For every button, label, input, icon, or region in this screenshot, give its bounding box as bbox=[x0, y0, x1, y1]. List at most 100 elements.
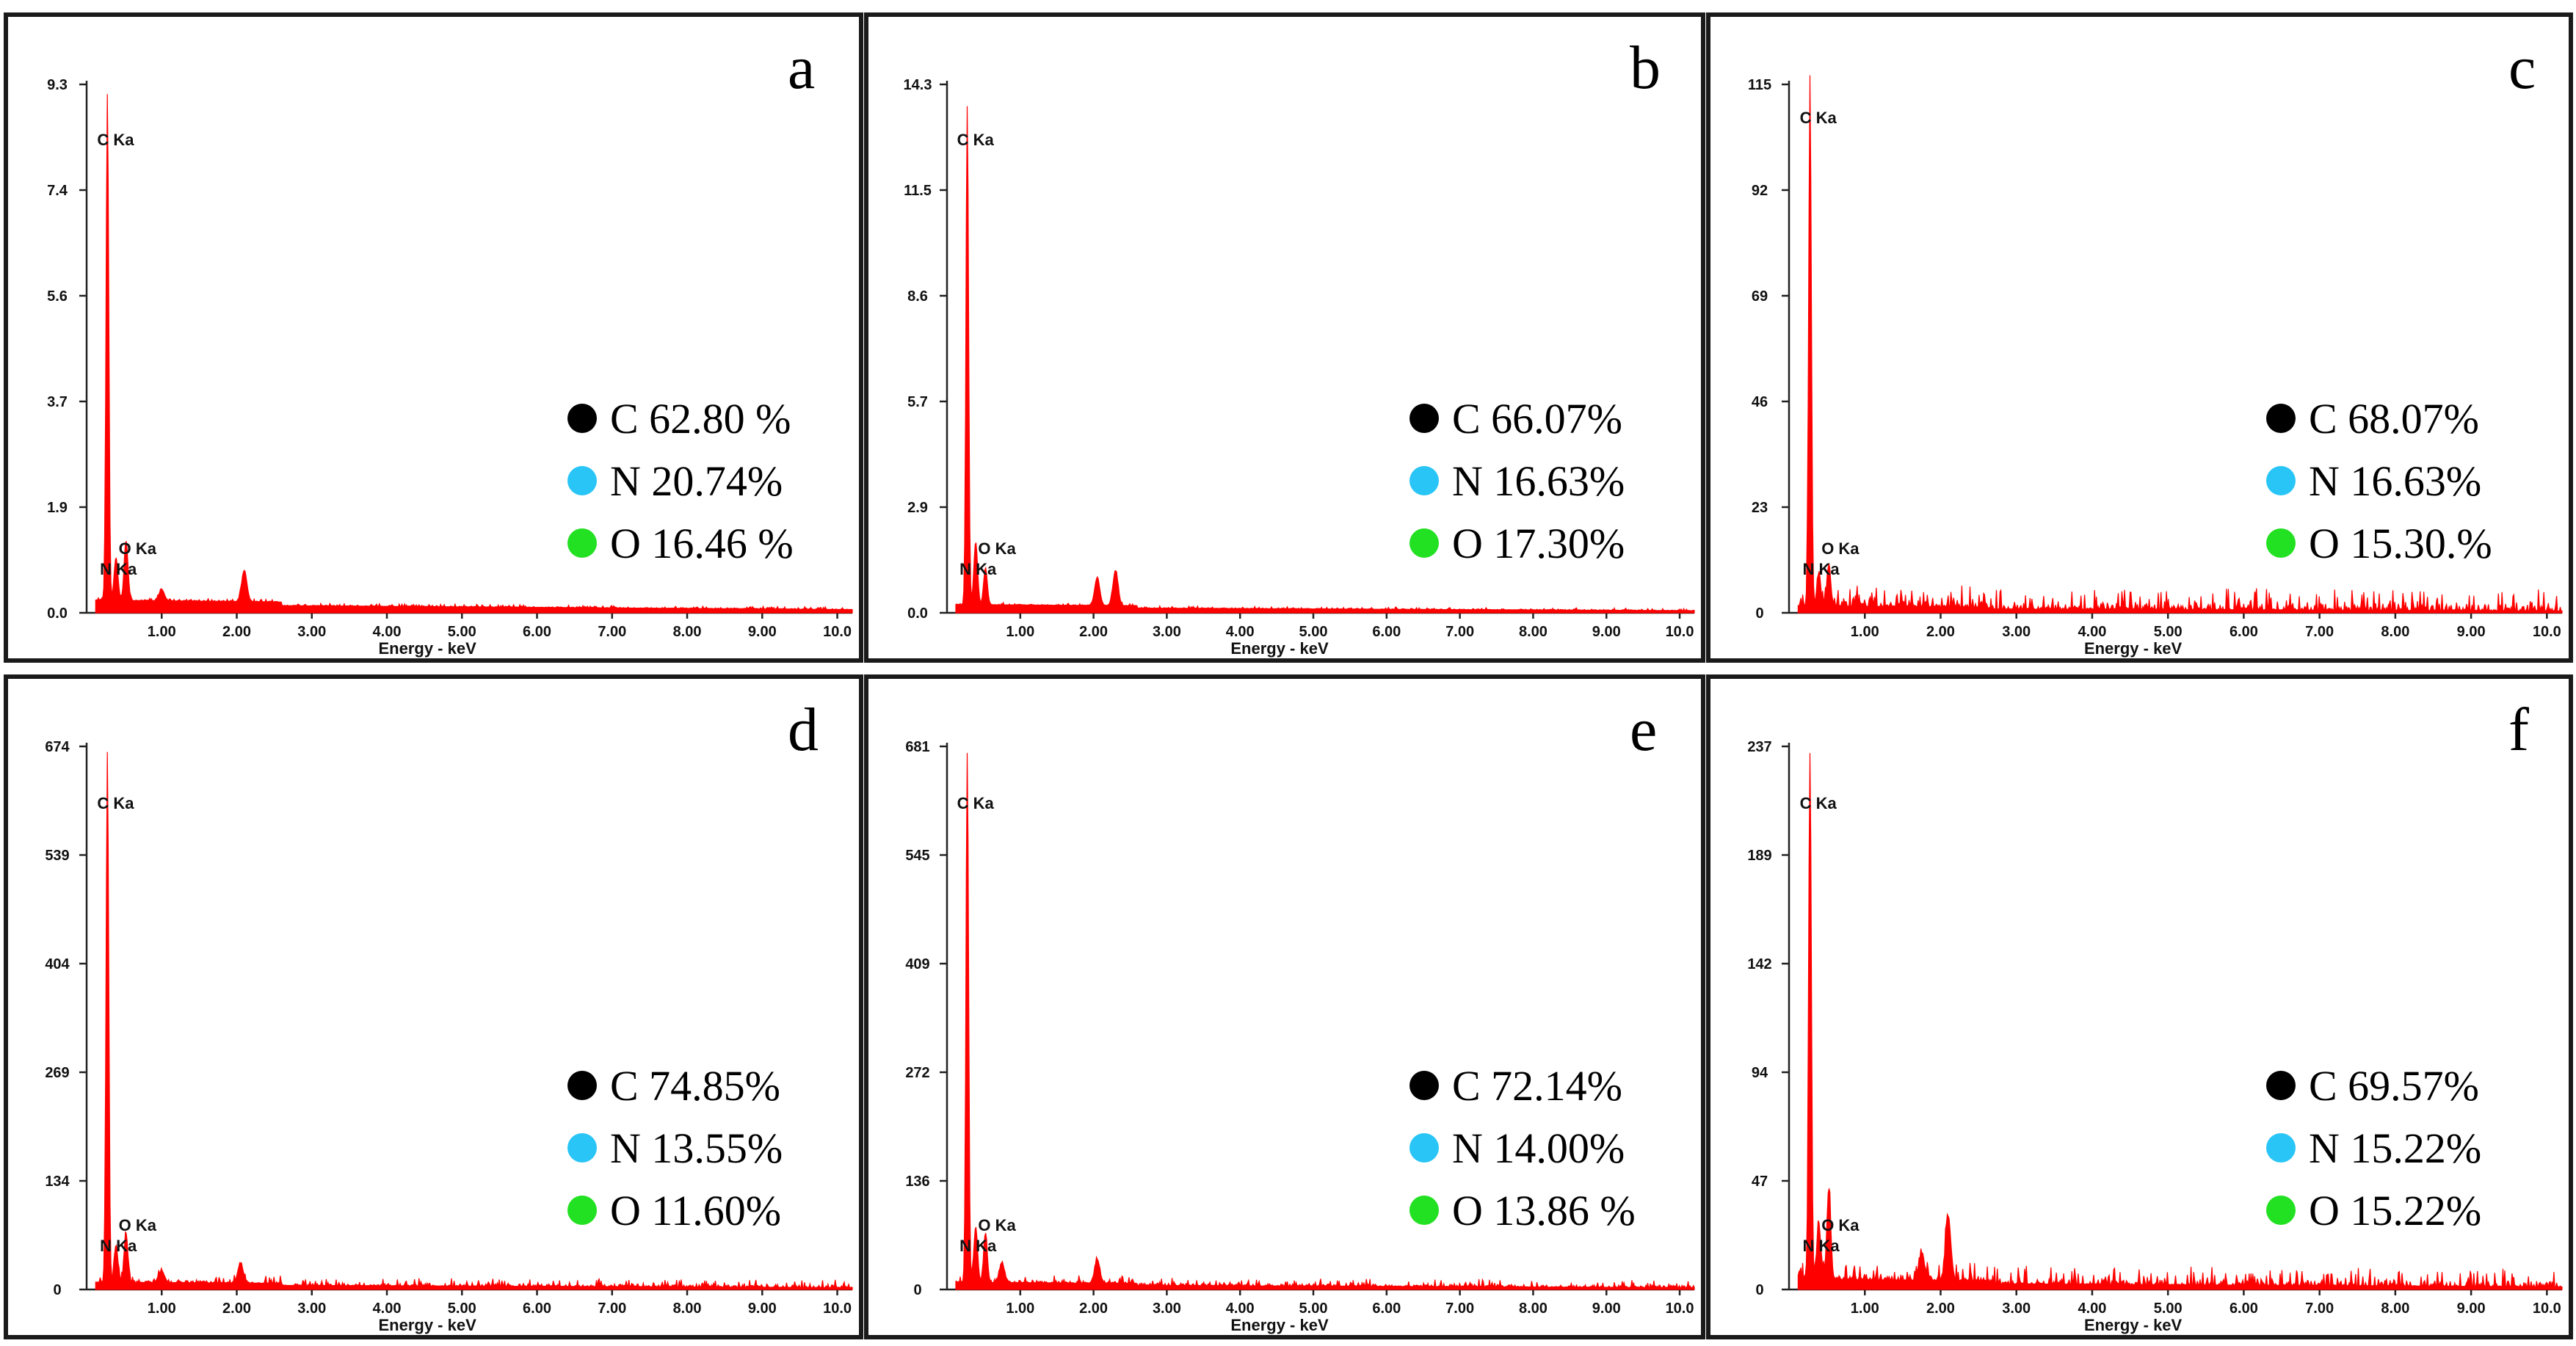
x-tick-label: 6.00 bbox=[523, 624, 551, 640]
x-tick-label: 9.00 bbox=[748, 624, 777, 640]
y-tick-label: 1.9 bbox=[47, 500, 68, 516]
legend-marker-n bbox=[567, 1133, 597, 1163]
x-tick-label: 10.0 bbox=[2533, 624, 2561, 640]
x-tick-label: 10.0 bbox=[1666, 624, 1694, 640]
x-tick-label: 2.00 bbox=[222, 1300, 251, 1317]
legend-marker-n bbox=[567, 466, 597, 495]
panel-frame bbox=[864, 674, 1705, 1339]
x-tick-label: 7.00 bbox=[598, 1300, 626, 1317]
panel-e: 0 136 272 409 545 681 1.00 2.00 3.00 4.00 5.00 6.00… bbox=[864, 674, 1705, 1339]
x-tick-label: 4.00 bbox=[1226, 1300, 1255, 1317]
y-tick-label: 3.7 bbox=[47, 394, 68, 410]
peak-label-n-ka: N Ka bbox=[959, 560, 997, 578]
legend-marker-n bbox=[1409, 1133, 1439, 1163]
y-tick-label: 9.3 bbox=[47, 77, 68, 93]
panel-frame bbox=[1706, 674, 2573, 1339]
peak-label-o-ka: O Ka bbox=[1821, 539, 1860, 558]
x-tick-label: 8.00 bbox=[2381, 624, 2409, 640]
x-axis-label: Energy - keV bbox=[2084, 1316, 2183, 1334]
x-axis-label: Energy - keV bbox=[1230, 639, 1329, 658]
y-tick-label: 11.5 bbox=[904, 183, 932, 199]
x-tick-label: 7.00 bbox=[1445, 624, 1474, 640]
legend-label-n: N 13.55% bbox=[610, 1124, 783, 1172]
x-axis-label: Energy - keV bbox=[378, 1316, 476, 1334]
x-tick-label: 2.00 bbox=[222, 624, 251, 640]
x-tick-label: 10.0 bbox=[2533, 1300, 2561, 1317]
x-tick-label: 5.00 bbox=[2154, 624, 2183, 640]
x-tick-label: 1.00 bbox=[148, 1300, 176, 1317]
legend-label-c: C 69.57% bbox=[2309, 1062, 2479, 1110]
y-tick-label: 0 bbox=[913, 1282, 921, 1298]
panel-a: 0.0 1.9 3.7 5.6 7.4 9.3 1.00 2.00 3.00 4.00 5.00 6.… bbox=[4, 12, 863, 663]
panel-letter: c bbox=[2508, 34, 2536, 102]
peak-label-n-ka: N Ka bbox=[100, 560, 137, 578]
peak-label-n-ka: N Ka bbox=[1802, 1237, 1840, 1255]
panel-d: 0 134 269 404 539 674 1.00 2.00 3.00 4.00 5.00 6.00… bbox=[4, 674, 863, 1339]
x-tick-label: 5.00 bbox=[448, 624, 476, 640]
y-tick-label: 14.3 bbox=[904, 77, 932, 93]
y-tick-label: 0 bbox=[1755, 605, 1763, 622]
spectrum-series bbox=[955, 106, 1695, 614]
y-tick-label: 269 bbox=[45, 1065, 69, 1081]
legend-label-o: O 11.60% bbox=[610, 1187, 781, 1234]
legend-marker-o bbox=[2266, 1196, 2296, 1225]
peak-label-c-ka: C Ka bbox=[1800, 109, 1837, 127]
legend-marker-c bbox=[1409, 1071, 1439, 1100]
legend-label-n: N 16.63% bbox=[1452, 457, 1625, 505]
peak-label-c-ka: C Ka bbox=[1800, 794, 1837, 812]
x-tick-label: 1.00 bbox=[1006, 624, 1034, 640]
y-tick-label: 94 bbox=[1752, 1065, 1768, 1081]
x-tick-label: 4.00 bbox=[373, 624, 402, 640]
x-tick-label: 10.0 bbox=[823, 1300, 852, 1317]
peak-label-c-ka: C Ka bbox=[97, 794, 134, 812]
panel-c: 0 23 46 69 92 115 1.00 2.00 3.00 4.00 5.00 6.00 7.00… bbox=[1706, 12, 2573, 663]
legend-marker-c bbox=[1409, 404, 1439, 433]
legend-label-o: O 15.30.% bbox=[2309, 520, 2492, 567]
x-tick-label: 8.00 bbox=[1519, 624, 1548, 640]
y-tick-label: 8.6 bbox=[907, 288, 928, 305]
legend-label-c: C 68.07% bbox=[2309, 395, 2479, 443]
peak-label-n-ka: N Ka bbox=[959, 1237, 997, 1255]
x-tick-label: 7.00 bbox=[598, 624, 626, 640]
x-tick-label: 8.00 bbox=[673, 624, 702, 640]
panel-frame bbox=[864, 12, 1705, 663]
x-tick-label: 5.00 bbox=[2154, 1300, 2183, 1317]
peak-label-o-ka: O Ka bbox=[978, 1216, 1016, 1234]
x-tick-label: 3.00 bbox=[2002, 624, 2031, 640]
x-tick-label: 8.00 bbox=[2381, 1300, 2409, 1317]
y-tick-label: 115 bbox=[1748, 77, 1771, 93]
x-tick-label: 1.00 bbox=[1851, 1300, 1879, 1317]
x-tick-label: 8.00 bbox=[673, 1300, 702, 1317]
spectrum-series bbox=[95, 752, 853, 1290]
x-tick-label: 5.00 bbox=[448, 1300, 476, 1317]
x-tick-label: 8.00 bbox=[1519, 1300, 1548, 1317]
x-tick-label: 2.00 bbox=[1926, 624, 1955, 640]
x-tick-label: 5.00 bbox=[1299, 1300, 1328, 1317]
x-tick-label: 4.00 bbox=[2078, 624, 2106, 640]
legend-marker-o bbox=[567, 1196, 597, 1225]
x-tick-label: 3.00 bbox=[297, 624, 326, 640]
y-tick-label: 0.0 bbox=[907, 605, 928, 622]
x-tick-label: 6.00 bbox=[1372, 624, 1401, 640]
y-tick-label: 134 bbox=[45, 1174, 70, 1190]
panel-frame bbox=[4, 12, 863, 663]
x-tick-label: 1.00 bbox=[1006, 1300, 1034, 1317]
y-tick-label: 409 bbox=[905, 956, 929, 972]
y-tick-label: 0 bbox=[53, 1282, 61, 1298]
x-tick-label: 1.00 bbox=[148, 624, 176, 640]
x-tick-label: 2.00 bbox=[1079, 624, 1108, 640]
peak-label-o-ka: O Ka bbox=[1821, 1216, 1860, 1234]
panel-letter: d bbox=[788, 696, 819, 764]
legend-label-n: N 14.00% bbox=[1452, 1124, 1625, 1172]
x-axis-label: Energy - keV bbox=[2084, 639, 2183, 658]
x-tick-label: 2.00 bbox=[1079, 1300, 1108, 1317]
x-tick-label: 5.00 bbox=[1299, 624, 1328, 640]
peak-label-c-ka: C Ka bbox=[957, 794, 995, 812]
panel-letter: a bbox=[788, 34, 815, 102]
legend-marker-o bbox=[1409, 1196, 1439, 1225]
panel-letter: f bbox=[2508, 696, 2529, 764]
legend-label-o: O 13.86 % bbox=[1452, 1187, 1636, 1234]
peak-label-o-ka: O Ka bbox=[978, 539, 1016, 558]
legend-label-n: N 15.22% bbox=[2309, 1124, 2481, 1172]
